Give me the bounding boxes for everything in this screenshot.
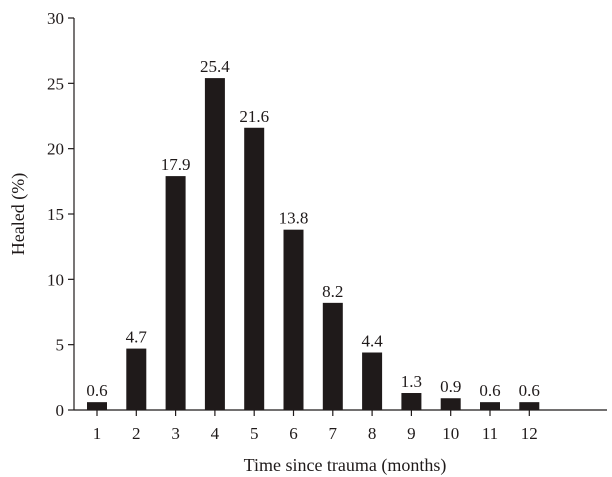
bar	[283, 229, 304, 410]
bar-value-label: 0.6	[519, 381, 540, 400]
bar-value-label: 8.2	[322, 282, 343, 301]
bar-value-label: 13.8	[279, 209, 309, 228]
y-tick-label: 30	[47, 9, 64, 28]
bar	[480, 402, 500, 410]
y-tick-label: 5	[56, 336, 65, 355]
y-axis-title: Healed (%)	[8, 173, 29, 255]
x-tick-label: 8	[368, 424, 377, 443]
x-tick-label: 3	[171, 424, 180, 443]
bar-value-label: 4.7	[126, 328, 148, 347]
x-tick-label: 11	[482, 424, 498, 443]
bar-value-label: 25.4	[200, 57, 230, 76]
bar-value-label: 1.3	[401, 372, 422, 391]
bar-value-label: 17.9	[161, 155, 191, 174]
x-tick-label: 10	[442, 424, 459, 443]
bar	[440, 398, 461, 410]
bar	[519, 402, 540, 410]
x-tick-label: 4	[211, 424, 220, 443]
x-tick-label: 6	[289, 424, 298, 443]
bar-value-label: 0.9	[440, 377, 461, 396]
bar-value-label: 4.4	[361, 332, 383, 351]
bar	[322, 302, 343, 410]
y-axis: 0 5 10 15 20 25 30	[47, 9, 75, 420]
bar	[204, 78, 225, 411]
x-axis: 1 2 3 4 5 6 7 8 9 10 11 12	[74, 409, 607, 443]
x-tick-label: 2	[132, 424, 141, 443]
x-tick-label: 7	[329, 424, 338, 443]
x-axis-title: Time since trauma (months)	[244, 455, 447, 476]
y-tick-label: 10	[47, 270, 64, 289]
bar	[401, 393, 422, 410]
bar	[362, 352, 383, 410]
bar	[126, 348, 147, 410]
bar-value-label: 0.6	[479, 381, 500, 400]
y-tick-label: 15	[47, 205, 64, 224]
bar	[244, 127, 265, 410]
bars	[87, 78, 540, 411]
x-tick-label: 5	[250, 424, 259, 443]
x-tick-label: 1	[93, 424, 102, 443]
y-tick-label: 20	[47, 140, 64, 159]
bar-value-label: 21.6	[239, 107, 269, 126]
bar-value-label: 0.6	[86, 381, 107, 400]
y-tick-label: 0	[56, 401, 65, 420]
data-labels: 0.6 4.7 17.9 25.4 21.6 13.8 8.2 4.4 1.3 0.9 0.6 0.6	[86, 57, 540, 400]
bar	[165, 176, 186, 410]
y-tick-label: 25	[47, 74, 64, 93]
x-tick-label: 9	[407, 424, 416, 443]
x-tick-label: 12	[521, 424, 538, 443]
bar	[87, 402, 107, 410]
